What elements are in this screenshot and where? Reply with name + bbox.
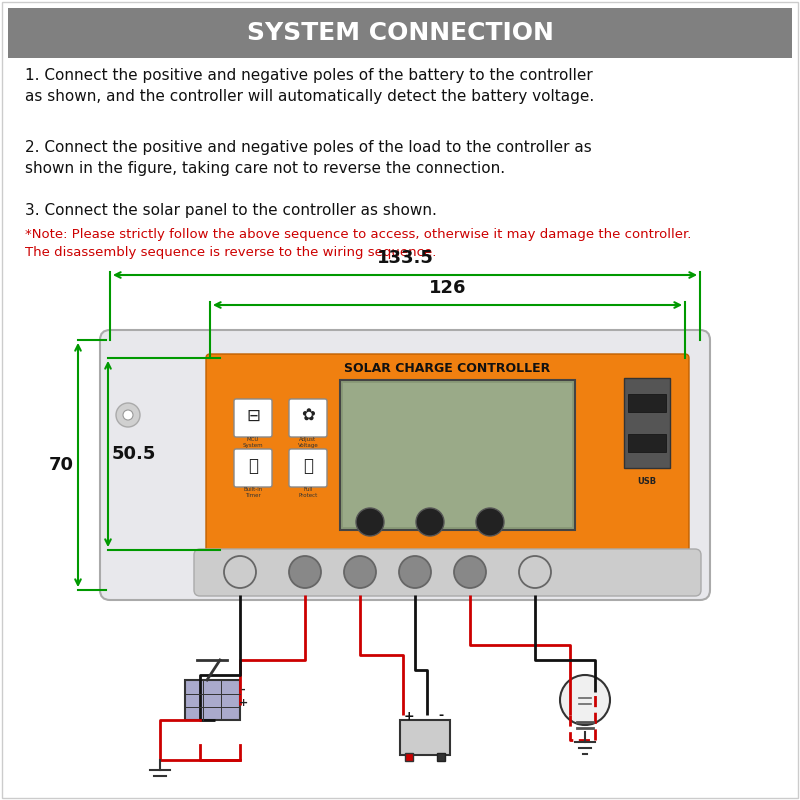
- Text: USB: USB: [638, 478, 657, 486]
- FancyBboxPatch shape: [206, 354, 689, 554]
- Text: 126: 126: [429, 279, 466, 297]
- FancyBboxPatch shape: [234, 399, 272, 437]
- FancyBboxPatch shape: [100, 330, 710, 600]
- Text: -: -: [438, 710, 443, 722]
- Text: +: +: [404, 710, 414, 722]
- Text: Built-in
Timer: Built-in Timer: [243, 487, 262, 498]
- Circle shape: [123, 410, 133, 420]
- Circle shape: [399, 556, 431, 588]
- Circle shape: [224, 556, 256, 588]
- Circle shape: [519, 556, 551, 588]
- Bar: [8, 8, 792, 58]
- Circle shape: [658, 403, 682, 427]
- Bar: [628, 434, 666, 452]
- Bar: [405, 753, 413, 761]
- Circle shape: [665, 410, 675, 420]
- Bar: [340, 380, 575, 530]
- Text: 133.5: 133.5: [377, 249, 434, 267]
- Bar: [343, 383, 572, 527]
- Bar: [628, 394, 666, 412]
- Text: -: -: [241, 685, 246, 695]
- Circle shape: [454, 556, 486, 588]
- Bar: [437, 753, 445, 761]
- Bar: [185, 680, 240, 720]
- Bar: [400, 720, 450, 755]
- Text: +: +: [238, 698, 248, 708]
- Text: 3. Connect the solar panel to the controller as shown.: 3. Connect the solar panel to the contro…: [25, 203, 437, 218]
- Text: ⊟: ⊟: [246, 407, 260, 425]
- Text: 70: 70: [49, 456, 74, 474]
- Bar: [624, 378, 670, 468]
- Text: 50.5: 50.5: [112, 445, 156, 463]
- Text: The disassembly sequence is reverse to the wiring sequence.: The disassembly sequence is reverse to t…: [25, 246, 436, 259]
- Text: 1. Connect the positive and negative poles of the battery to the controller
as s: 1. Connect the positive and negative pol…: [25, 68, 594, 104]
- Text: Adjust
Voltage: Adjust Voltage: [298, 437, 318, 448]
- Circle shape: [416, 508, 444, 536]
- Text: MCU
System: MCU System: [242, 437, 263, 448]
- Text: ⏱: ⏱: [248, 457, 258, 475]
- Text: Full
Protect: Full Protect: [298, 487, 318, 498]
- Text: SOLAR CHARGE CONTROLLER: SOLAR CHARGE CONTROLLER: [344, 362, 550, 374]
- Circle shape: [560, 675, 610, 725]
- Text: 2. Connect the positive and negative poles of the load to the controller as
show: 2. Connect the positive and negative pol…: [25, 140, 592, 176]
- Text: 🔒: 🔒: [303, 457, 313, 475]
- FancyBboxPatch shape: [289, 399, 327, 437]
- Text: *Note: Please strictly follow the above sequence to access, otherwise it may dam: *Note: Please strictly follow the above …: [25, 228, 691, 241]
- FancyBboxPatch shape: [194, 549, 701, 596]
- Circle shape: [356, 508, 384, 536]
- Text: ✿: ✿: [301, 407, 315, 425]
- Circle shape: [476, 508, 504, 536]
- FancyBboxPatch shape: [289, 449, 327, 487]
- Text: SYSTEM CONNECTION: SYSTEM CONNECTION: [246, 21, 554, 45]
- Circle shape: [289, 556, 321, 588]
- Circle shape: [344, 556, 376, 588]
- FancyBboxPatch shape: [234, 449, 272, 487]
- Circle shape: [116, 403, 140, 427]
